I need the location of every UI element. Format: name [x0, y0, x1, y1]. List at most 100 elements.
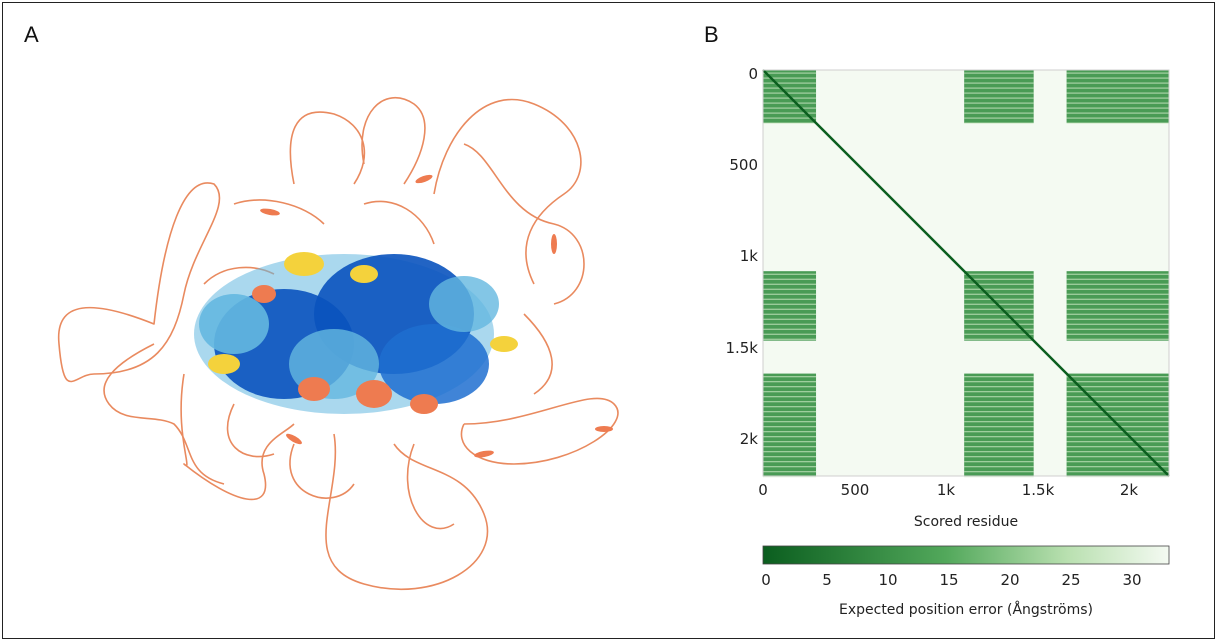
- block-stripe: [964, 283, 1034, 285]
- block-stripe: [1066, 102, 1169, 104]
- block-stripe: [964, 396, 1034, 398]
- block-stripe: [763, 288, 817, 290]
- block-stripe: [964, 411, 1034, 413]
- block-stripe: [964, 471, 1034, 473]
- block-stripe: [763, 436, 817, 438]
- block-stripe: [1066, 333, 1169, 335]
- block-stripe: [1066, 298, 1169, 300]
- block-stripe: [964, 376, 1034, 378]
- x-tick-2k: 2k: [1120, 481, 1139, 499]
- block-stripe: [1066, 288, 1169, 290]
- x-tick-0: 0: [758, 481, 768, 499]
- block-stripe: [1066, 323, 1169, 325]
- block-stripe: [1066, 476, 1169, 478]
- low-confidence-segments: [260, 174, 613, 458]
- block-stripe: [763, 391, 817, 393]
- block-stripe: [763, 471, 817, 473]
- block-stripe: [964, 97, 1034, 99]
- low-error-block-2: [1066, 70, 1169, 124]
- block-stripe: [1066, 97, 1169, 99]
- block-stripe: [1066, 72, 1169, 74]
- block-stripe: [1066, 92, 1169, 94]
- block-stripe: [763, 421, 817, 423]
- x-axis-label: Scored residue: [914, 514, 1018, 530]
- block-stripe: [763, 72, 817, 74]
- colorbar-tick-25: 25: [1061, 571, 1080, 589]
- block-stripe: [1066, 466, 1169, 468]
- block-stripe: [1066, 421, 1169, 423]
- block-stripe: [964, 92, 1034, 94]
- block-stripe: [1066, 391, 1169, 393]
- block-stripe: [964, 441, 1034, 443]
- colorbar-tick-30: 30: [1122, 571, 1141, 589]
- panel-a-label: A: [24, 22, 39, 47]
- block-stripe: [1066, 313, 1169, 315]
- block-stripe: [964, 386, 1034, 388]
- block-stripe: [1066, 401, 1169, 403]
- block-stripe: [964, 461, 1034, 463]
- block-stripe: [763, 107, 817, 109]
- block-stripe: [964, 117, 1034, 119]
- low-error-block-7: [964, 373, 1034, 476]
- block-stripe: [964, 431, 1034, 433]
- block-stripe: [964, 298, 1034, 300]
- block-stripe: [1066, 381, 1169, 383]
- block-stripe: [763, 466, 817, 468]
- block-stripe: [763, 323, 817, 325]
- heatmap-border: [762, 69, 1170, 477]
- y-tick-0: 0: [748, 65, 758, 83]
- block-stripe: [763, 273, 817, 275]
- block-stripe: [1066, 112, 1169, 114]
- block-stripe: [1066, 107, 1169, 109]
- block-stripe: [964, 333, 1034, 335]
- block-stripe: [763, 293, 817, 295]
- block-stripe: [763, 406, 817, 408]
- low-error-block-6: [763, 373, 817, 476]
- block-stripe: [964, 122, 1034, 124]
- block-stripe: [1066, 338, 1169, 340]
- x-tick-1k: 1k: [937, 481, 956, 499]
- block-stripe: [763, 87, 817, 89]
- colorbar-tick-10: 10: [878, 571, 897, 589]
- y-tick-500: 500: [729, 156, 758, 174]
- block-stripe: [763, 102, 817, 104]
- block-stripe: [1066, 87, 1169, 89]
- x-tick-1.5k: 1.5k: [1022, 481, 1055, 499]
- block-stripe: [763, 77, 817, 79]
- block-stripe: [1066, 396, 1169, 398]
- block-stripe: [1066, 318, 1169, 320]
- block-stripe: [964, 406, 1034, 408]
- y-tick-1.5k: 1.5k: [725, 339, 758, 357]
- block-stripe: [763, 446, 817, 448]
- pae-heatmap: [762, 69, 1170, 478]
- block-stripe: [964, 391, 1034, 393]
- pae-plot: 0 500 1k 1.5k 2k 0 500 1k 1.5k 2k Scored…: [725, 65, 1170, 618]
- block-stripe: [964, 107, 1034, 109]
- low-error-block-1: [964, 70, 1034, 124]
- block-stripe: [1066, 278, 1169, 280]
- block-stripe: [763, 338, 817, 340]
- block-stripe: [763, 333, 817, 335]
- block-stripe: [1066, 82, 1169, 84]
- block-stripe: [763, 431, 817, 433]
- block-stripe: [964, 436, 1034, 438]
- diagonal-line: [762, 69, 1170, 477]
- block-stripe: [1066, 411, 1169, 413]
- block-stripe: [1066, 122, 1169, 124]
- block-stripe: [964, 466, 1034, 468]
- block-stripe: [763, 461, 817, 463]
- block-stripe: [763, 396, 817, 398]
- block-stripe: [763, 92, 817, 94]
- block-stripe: [964, 278, 1034, 280]
- block-stripe: [1066, 406, 1169, 408]
- block-stripe: [964, 323, 1034, 325]
- block-stripe: [964, 313, 1034, 315]
- block-stripe: [1066, 461, 1169, 463]
- block-stripe: [964, 421, 1034, 423]
- low-error-block-3: [763, 271, 817, 341]
- block-stripe: [964, 273, 1034, 275]
- y-tick-1k: 1k: [740, 247, 759, 265]
- block-stripe: [964, 401, 1034, 403]
- block-stripe: [964, 426, 1034, 428]
- block-stripe: [964, 456, 1034, 458]
